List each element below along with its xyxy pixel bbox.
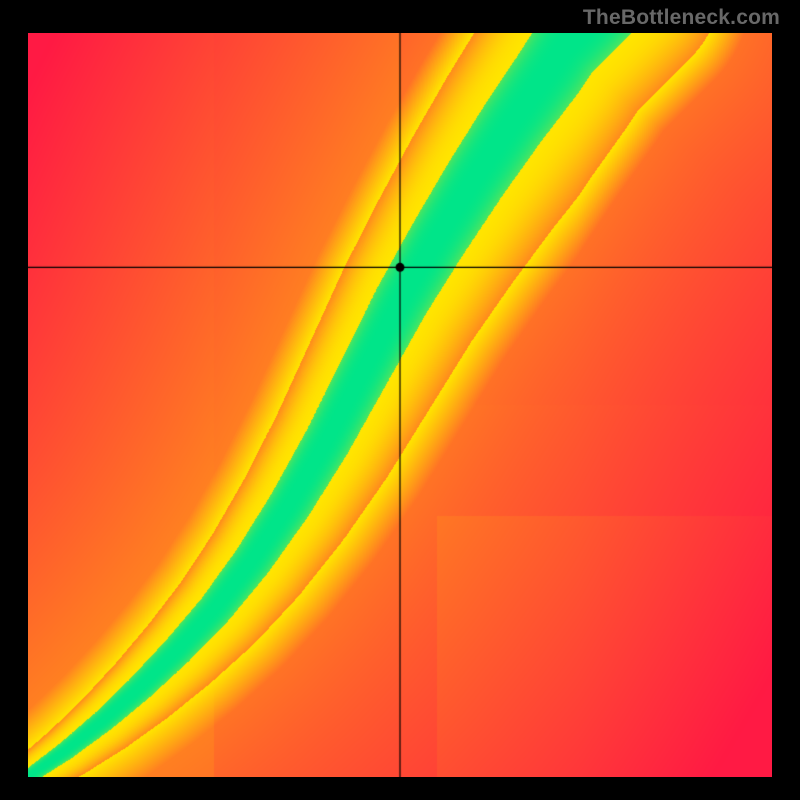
heatmap-canvas <box>28 33 772 777</box>
chart-frame: TheBottleneck.com <box>0 0 800 800</box>
watermark-text: TheBottleneck.com <box>583 6 780 30</box>
